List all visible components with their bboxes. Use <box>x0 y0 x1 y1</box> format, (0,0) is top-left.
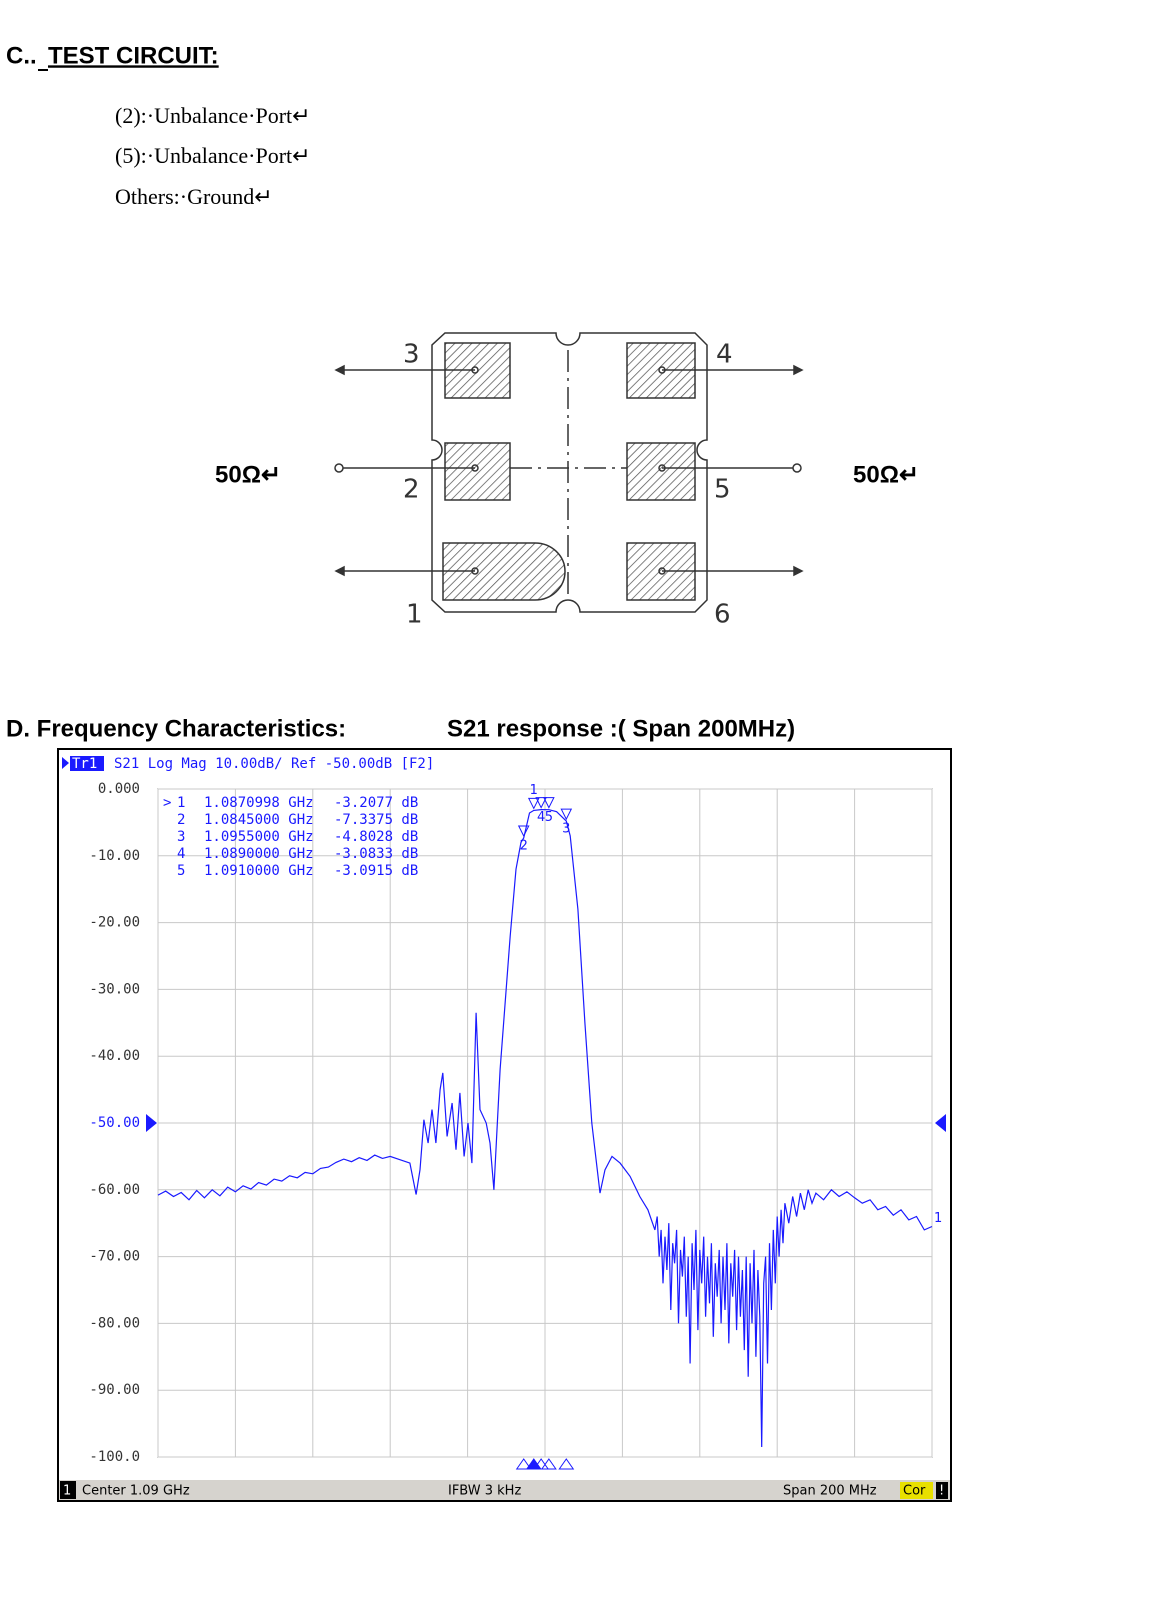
y-tick-label: -10.00 <box>89 848 140 864</box>
port-line: (5):·Unbalance·Port↵ <box>115 143 311 168</box>
marker-triangle <box>560 808 573 821</box>
analyzer-frame <box>57 748 952 1502</box>
status-bar <box>59 1480 950 1500</box>
y-tick-label: -80.00 <box>89 1315 140 1331</box>
marker-value: -3.2077 dB <box>334 795 418 811</box>
marker-frequency: 1.0870998 GHz <box>204 795 314 811</box>
port-line: Others:·Ground↵ <box>115 184 273 209</box>
marker-name: 5 <box>177 863 185 879</box>
active-prefix: > <box>163 795 171 811</box>
impedance-label: 50Ω↵ <box>215 461 281 488</box>
marker-triangle <box>527 797 540 810</box>
marker-label: 4 <box>537 810 545 825</box>
y-tick-label: -60.00 <box>89 1182 140 1198</box>
status-ifbw: IFBW 3 kHz <box>448 1484 521 1499</box>
status-correction: Cor <box>903 1484 926 1499</box>
impedance-label: 50Ω↵ <box>853 461 919 488</box>
cor-badge <box>900 1482 933 1499</box>
pin-label: 2 <box>403 475 420 505</box>
section-title: D. Frequency Characteristics: <box>6 715 346 742</box>
y-tick-label: -100.0 <box>89 1449 140 1465</box>
warning-badge <box>936 1482 948 1499</box>
marker-name: 1 <box>177 795 185 811</box>
y-tick-label: -20.00 <box>89 915 140 931</box>
marker-label: 2 <box>520 839 528 854</box>
pin-label: 4 <box>716 340 733 370</box>
marker-axis-triangle <box>533 1458 550 1470</box>
y-tick-label: -90.00 <box>89 1382 140 1398</box>
pin-label: 5 <box>714 475 731 505</box>
trace-name: Tr1 <box>72 756 97 772</box>
marker-name: 4 <box>177 846 185 862</box>
marker-triangle <box>543 797 555 809</box>
section-title: TEST CIRCUIT: <box>48 42 219 69</box>
pin-label: 1 <box>406 600 423 630</box>
marker-axis-triangle <box>558 1458 575 1470</box>
pin-label: 3 <box>403 340 420 370</box>
marker-value: -3.0915 dB <box>334 863 418 879</box>
circuit-diagram <box>334 332 804 613</box>
marker-value: -7.3375 dB <box>334 812 418 828</box>
y-tick-label: -70.00 <box>89 1249 140 1265</box>
marker-frequency: 1.0955000 GHz <box>204 829 314 845</box>
trace-pointer <box>62 757 69 769</box>
marker-frequency: 1.0845000 GHz <box>204 812 314 828</box>
marker-frequency: 1.0890000 GHz <box>204 846 314 862</box>
section-subtitle: S21 response :( Span 200MHz) <box>447 715 795 742</box>
status-center: Center 1.09 GHz <box>82 1484 190 1499</box>
trace-badge <box>70 756 104 771</box>
y-tick-label: -40.00 <box>89 1048 140 1064</box>
ref-level-marker <box>935 1114 946 1132</box>
port-line: (2):·Unbalance·Port↵ <box>115 103 311 128</box>
ref-level-marker <box>146 1114 157 1132</box>
trace-line <box>157 808 933 1448</box>
marker-label: 5 <box>545 810 553 825</box>
marker-triangle <box>517 825 530 838</box>
marker-axis-triangle <box>515 1458 532 1470</box>
pin-label: 6 <box>714 600 731 630</box>
marker-axis-triangle <box>540 1458 557 1470</box>
status-span: Span 200 MHz <box>783 1484 877 1499</box>
channel-badge <box>60 1481 76 1499</box>
marker-value: -4.8028 dB <box>334 829 418 845</box>
marker-triangle <box>535 797 547 809</box>
marker-value: -3.0833 dB <box>334 846 418 862</box>
marker-frequency: 1.0910000 GHz <box>204 863 314 879</box>
marker-name: 2 <box>177 812 185 828</box>
status-channel: 1 <box>63 1484 71 1499</box>
y-tick-label: -50.00 <box>89 1115 140 1131</box>
marker-name: 3 <box>177 829 185 845</box>
marker-label: 3 <box>562 822 570 837</box>
marker-label: 1 <box>530 783 538 798</box>
trace-end-label: 1 <box>934 1211 942 1226</box>
y-tick-label: 0.000 <box>98 781 140 797</box>
status-warning: ! <box>939 1484 944 1499</box>
section-prefix: C.. <box>6 42 37 69</box>
y-tick-label: -30.00 <box>89 981 140 997</box>
trace-header: S21 Log Mag 10.00dB/ Ref -50.00dB [F2] <box>114 756 434 772</box>
